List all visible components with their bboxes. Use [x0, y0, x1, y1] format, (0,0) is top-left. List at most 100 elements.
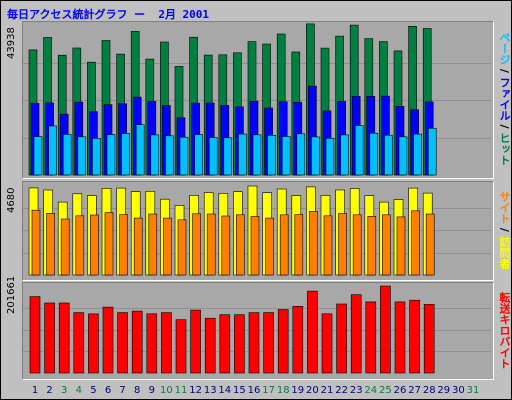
hits-bar-ページ-8 — [135, 124, 145, 176]
visits-bar-サイト-10 — [163, 217, 172, 276]
kbytes-bar-転送キロバイト-14 — [219, 314, 231, 374]
visits-bar-サイト-2 — [46, 213, 55, 276]
x-tick-label: 29 — [437, 385, 450, 396]
chart-title: 毎日アクセス統計グラフ ー 2月 2001 — [7, 8, 210, 21]
hits-bar-ページ-26 — [398, 136, 408, 176]
kbytes-bar-転送キロバイト-16 — [248, 312, 260, 374]
kbytes-bar-転送キロバイト-3 — [58, 302, 70, 374]
kbytes-bar-転送キロバイト-19 — [292, 305, 304, 374]
visits-bar-サイト-13 — [206, 213, 216, 276]
x-tick-label: 26 — [394, 385, 407, 396]
x-tick-label: 14 — [218, 385, 231, 396]
visits-bar-サイト-4 — [75, 215, 85, 276]
kbytes-bar-転送キロバイト-5 — [88, 313, 99, 374]
hits-bar-ページ-21 — [325, 138, 335, 176]
x-tick-label: 22 — [335, 385, 348, 396]
visits-bar-サイト-19 — [294, 214, 304, 276]
visits-bar-サイト-17 — [265, 217, 274, 276]
x-tick-label: 20 — [306, 385, 319, 396]
kbytes-bar-転送キロバイト-10 — [161, 312, 172, 374]
hits-bar-ページ-5 — [92, 138, 101, 176]
visits-bar-サイト-1 — [31, 209, 41, 276]
hits-bar-ページ-1 — [33, 136, 43, 176]
visits-bar-サイト-22 — [338, 213, 347, 276]
visits-bar-サイト-3 — [60, 218, 70, 276]
x-tick-label: 4 — [76, 385, 82, 396]
hits-bar-ページ-28 — [427, 128, 437, 176]
hits-bar-ページ-24 — [369, 132, 379, 176]
kbytes-bar-転送キロバイト-27 — [409, 299, 420, 374]
x-tick-label: 27 — [408, 385, 421, 396]
hits-bar-ページ-19 — [296, 133, 306, 176]
kbytes-bar-転送キロバイト-21 — [321, 313, 333, 374]
visits-bar-サイト-16 — [250, 216, 260, 276]
hits-bar-ページ-23 — [354, 125, 364, 176]
x-tick-label: 30 — [452, 385, 465, 396]
legend-sep: / — [498, 65, 511, 77]
kbytes-bar-転送キロバイト-26 — [394, 301, 406, 374]
x-tick-label: 9 — [149, 385, 155, 396]
hits-bar-ページ-4 — [77, 136, 87, 176]
x-tick-label: 6 — [105, 385, 111, 396]
hits-bar-ページ-6 — [106, 134, 116, 176]
legend-visit: 訪問者 — [498, 235, 511, 269]
hits-bar-ページ-13 — [208, 137, 218, 176]
visits-bar-サイト-28 — [425, 213, 435, 276]
x-tick-label: 18 — [277, 385, 290, 396]
x-tick-label: 31 — [467, 385, 480, 396]
visits-bar-サイト-6 — [104, 212, 114, 276]
hits-bar-ページ-12 — [194, 134, 203, 176]
kbytes-bar-転送キロバイト-25 — [380, 285, 391, 374]
kbytes-bar-転送キロバイト-1 — [29, 296, 41, 374]
x-tick-label: 1 — [32, 385, 38, 396]
x-tick-label: 16 — [248, 385, 261, 396]
x-tick-label: 24 — [364, 385, 377, 396]
hits-bar-ページ-11 — [179, 136, 189, 176]
x-tick-label: 8 — [134, 385, 140, 396]
visits-bar-サイト-25 — [382, 214, 391, 276]
visits-bar-サイト-20 — [309, 211, 318, 276]
kbytes-bar-転送キロバイト-22 — [336, 303, 347, 374]
x-tick-label: 19 — [291, 385, 304, 396]
visits-bar-サイト-26 — [396, 216, 406, 276]
visits-bar-サイト-9 — [148, 213, 158, 276]
kbytes-bar-転送キロバイト-4 — [73, 312, 85, 374]
x-tick-label: 5 — [90, 385, 96, 396]
kbytes-bar-転送キロバイト-8 — [131, 310, 143, 374]
hits-bar-ページ-7 — [121, 133, 130, 176]
hits-bar-ページ-25 — [384, 134, 393, 176]
visits-bar-サイト-15 — [236, 214, 245, 276]
kbytes-bar-転送キロバイト-23 — [350, 294, 362, 374]
x-tick-label: 25 — [379, 385, 392, 396]
kbytes-bar-転送キロバイト-15 — [234, 314, 245, 374]
hits-bar-ページ-10 — [165, 135, 174, 176]
hits-bar-ページ-2 — [48, 125, 57, 176]
hits-bar-ページ-22 — [340, 134, 349, 176]
hits-bar-ページ-17 — [267, 135, 276, 176]
hits-legend: ページ / ファイル / ヒット — [492, 23, 512, 175]
legend-kbytes: 転送キロバイト — [498, 291, 511, 369]
hits-bar-ページ-9 — [150, 134, 160, 176]
x-tick-label: 12 — [189, 385, 202, 396]
x-tick-label: 15 — [233, 385, 246, 396]
legend-page: ページ — [498, 32, 511, 66]
legend-hit: ヒット — [498, 132, 511, 166]
visits-bar-サイト-12 — [192, 213, 201, 276]
kbytes-bar-転送キロバイト-2 — [44, 302, 55, 374]
visits-bar-サイト-27 — [411, 210, 420, 276]
x-tick-label: 17 — [262, 385, 275, 396]
legend-site: サイト — [498, 191, 511, 225]
kbytes-bar-転送キロバイト-18 — [277, 309, 289, 374]
legend-file: ファイル — [498, 77, 511, 121]
visits-bar-サイト-23 — [352, 214, 362, 276]
hits-bar-ページ-15 — [238, 133, 247, 176]
hits-bar-ページ-14 — [223, 137, 233, 176]
visits-bar-サイト-7 — [119, 214, 128, 276]
visits-bar-サイト-21 — [323, 215, 333, 276]
legend-sep: / — [498, 121, 511, 133]
x-tick-label: 11 — [175, 385, 188, 396]
kbytes-bar-転送キロバイト-20 — [307, 290, 318, 374]
kbytes-bar-転送キロバイト-13 — [204, 317, 216, 374]
kbytes-bar-転送キロバイト-6 — [102, 306, 114, 374]
